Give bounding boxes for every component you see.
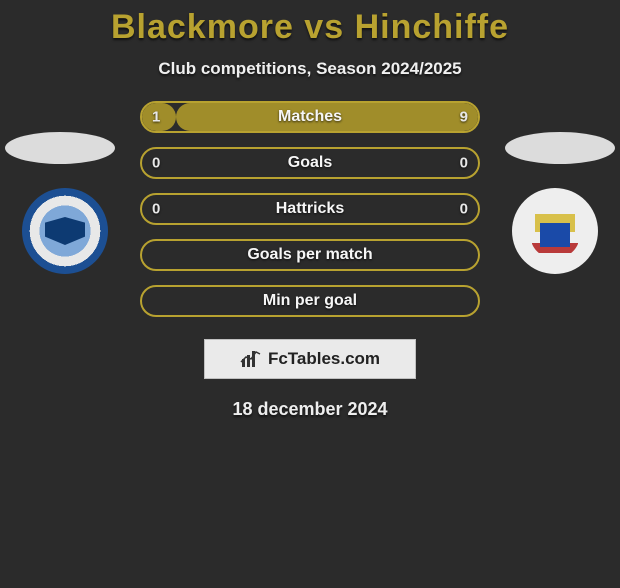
stat-value-right: 0 bbox=[460, 201, 468, 218]
stat-value-right: 0 bbox=[460, 155, 468, 172]
stat-bar: Hattricks0 0 bbox=[140, 193, 480, 225]
stat-bar: Goals0 0 bbox=[140, 147, 480, 179]
stat-bar: Matches1 9 bbox=[140, 101, 480, 133]
stats-container: Matches19Goals00Hattricks00Goals per mat… bbox=[140, 101, 480, 317]
stat-bar-label: Matches bbox=[142, 103, 478, 131]
stat-value-left: 0 bbox=[152, 155, 160, 172]
date-text: 18 december 2024 bbox=[0, 399, 620, 420]
stat-value-right: 9 bbox=[460, 109, 468, 126]
stat-value-left: 1 bbox=[152, 109, 160, 126]
stat-bar: Min per goal bbox=[140, 285, 480, 317]
page-subtitle: Club competitions, Season 2024/2025 bbox=[0, 59, 620, 79]
brand-badge: FcTables.com bbox=[204, 339, 416, 379]
stat-bar-label: Min per goal bbox=[142, 287, 478, 315]
right-player-oval bbox=[505, 132, 615, 164]
brand-text: FcTables.com bbox=[268, 349, 380, 369]
stat-bar-label: Hattricks bbox=[142, 195, 478, 223]
right-team-crest-icon bbox=[512, 188, 598, 274]
stat-bar-label: Goals per match bbox=[142, 241, 478, 269]
stat-bar-label: Goals bbox=[142, 149, 478, 177]
left-player-oval bbox=[5, 132, 115, 164]
left-team-crest-icon bbox=[22, 188, 108, 274]
page-title: Blackmore vs Hinchiffe bbox=[0, 8, 620, 47]
bar-chart-icon bbox=[240, 349, 262, 369]
stat-bar: Goals per match bbox=[140, 239, 480, 271]
stat-value-left: 0 bbox=[152, 201, 160, 218]
